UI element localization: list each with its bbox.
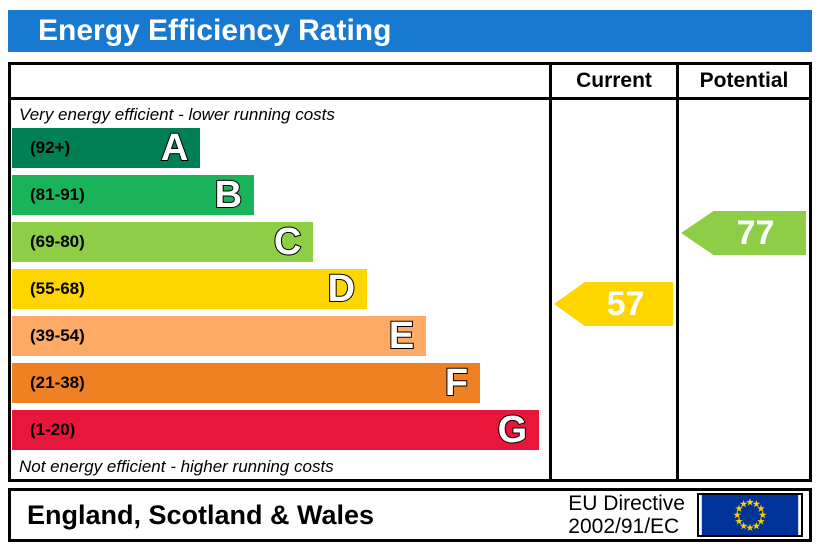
band-e: (39-54) E (12, 315, 427, 357)
band-f: (21-38) F (12, 362, 481, 404)
band-e-range: (39-54) (30, 326, 85, 345)
eu-flag-icon (697, 493, 803, 537)
potential-rating-value: 77 (736, 213, 775, 252)
current-rating-value: 57 (606, 284, 645, 323)
band-a: (92+) A (12, 127, 201, 169)
rating-table: Current Potential Very energy efficient … (8, 62, 812, 482)
band-f-letter: F (444, 362, 469, 404)
eu-directive-line1: EU Directive (568, 492, 685, 515)
current-column: 57 (549, 100, 676, 479)
band-g-range: (1-20) (30, 420, 76, 439)
band-b-letter: B (214, 174, 243, 216)
band-b: (81-91) B (12, 174, 255, 216)
potential-column-header: Potential (676, 65, 809, 97)
current-rating-arrow: 57 (554, 282, 673, 326)
band-g-letter: G (497, 409, 529, 451)
band-c-letter: C (273, 221, 302, 263)
band-c-range: (69-80) (30, 232, 85, 251)
band-c: (69-80) C (12, 221, 314, 263)
band-a-range: (92+) (30, 138, 71, 157)
footer: England, Scotland & Wales EU Directive 2… (8, 488, 812, 542)
region-label: England, Scotland & Wales (27, 499, 375, 530)
band-a-letter: A (160, 127, 189, 169)
current-column-header: Current (549, 65, 676, 97)
band-d: (55-68) D (12, 268, 368, 310)
band-g: (1-20) G (12, 409, 540, 451)
bottom-note: Not energy efficient - higher running co… (19, 457, 334, 476)
potential-rating-arrow: 77 (681, 211, 806, 255)
page-title: Energy Efficiency Rating (8, 10, 812, 52)
eu-directive-line2: 2002/91/EC (568, 515, 680, 538)
top-note: Very energy efficient - lower running co… (19, 105, 335, 124)
potential-column: 77 (676, 100, 809, 479)
band-e-letter: E (388, 315, 415, 357)
band-d-letter: D (327, 268, 356, 310)
band-d-range: (55-68) (30, 279, 85, 298)
chart-column-header (11, 65, 549, 97)
rating-scale: Very energy efficient - lower running co… (11, 100, 549, 479)
eu-directive-label: EU Directive 2002/91/EC (568, 492, 685, 538)
band-b-range: (81-91) (30, 185, 85, 204)
table-header-row: Current Potential (11, 65, 809, 100)
table-body: Very energy efficient - lower running co… (11, 100, 809, 479)
band-f-range: (21-38) (30, 373, 85, 392)
rating-bands: (92+) A (81-91) B (69-80) C (55-68) D (11, 128, 549, 457)
